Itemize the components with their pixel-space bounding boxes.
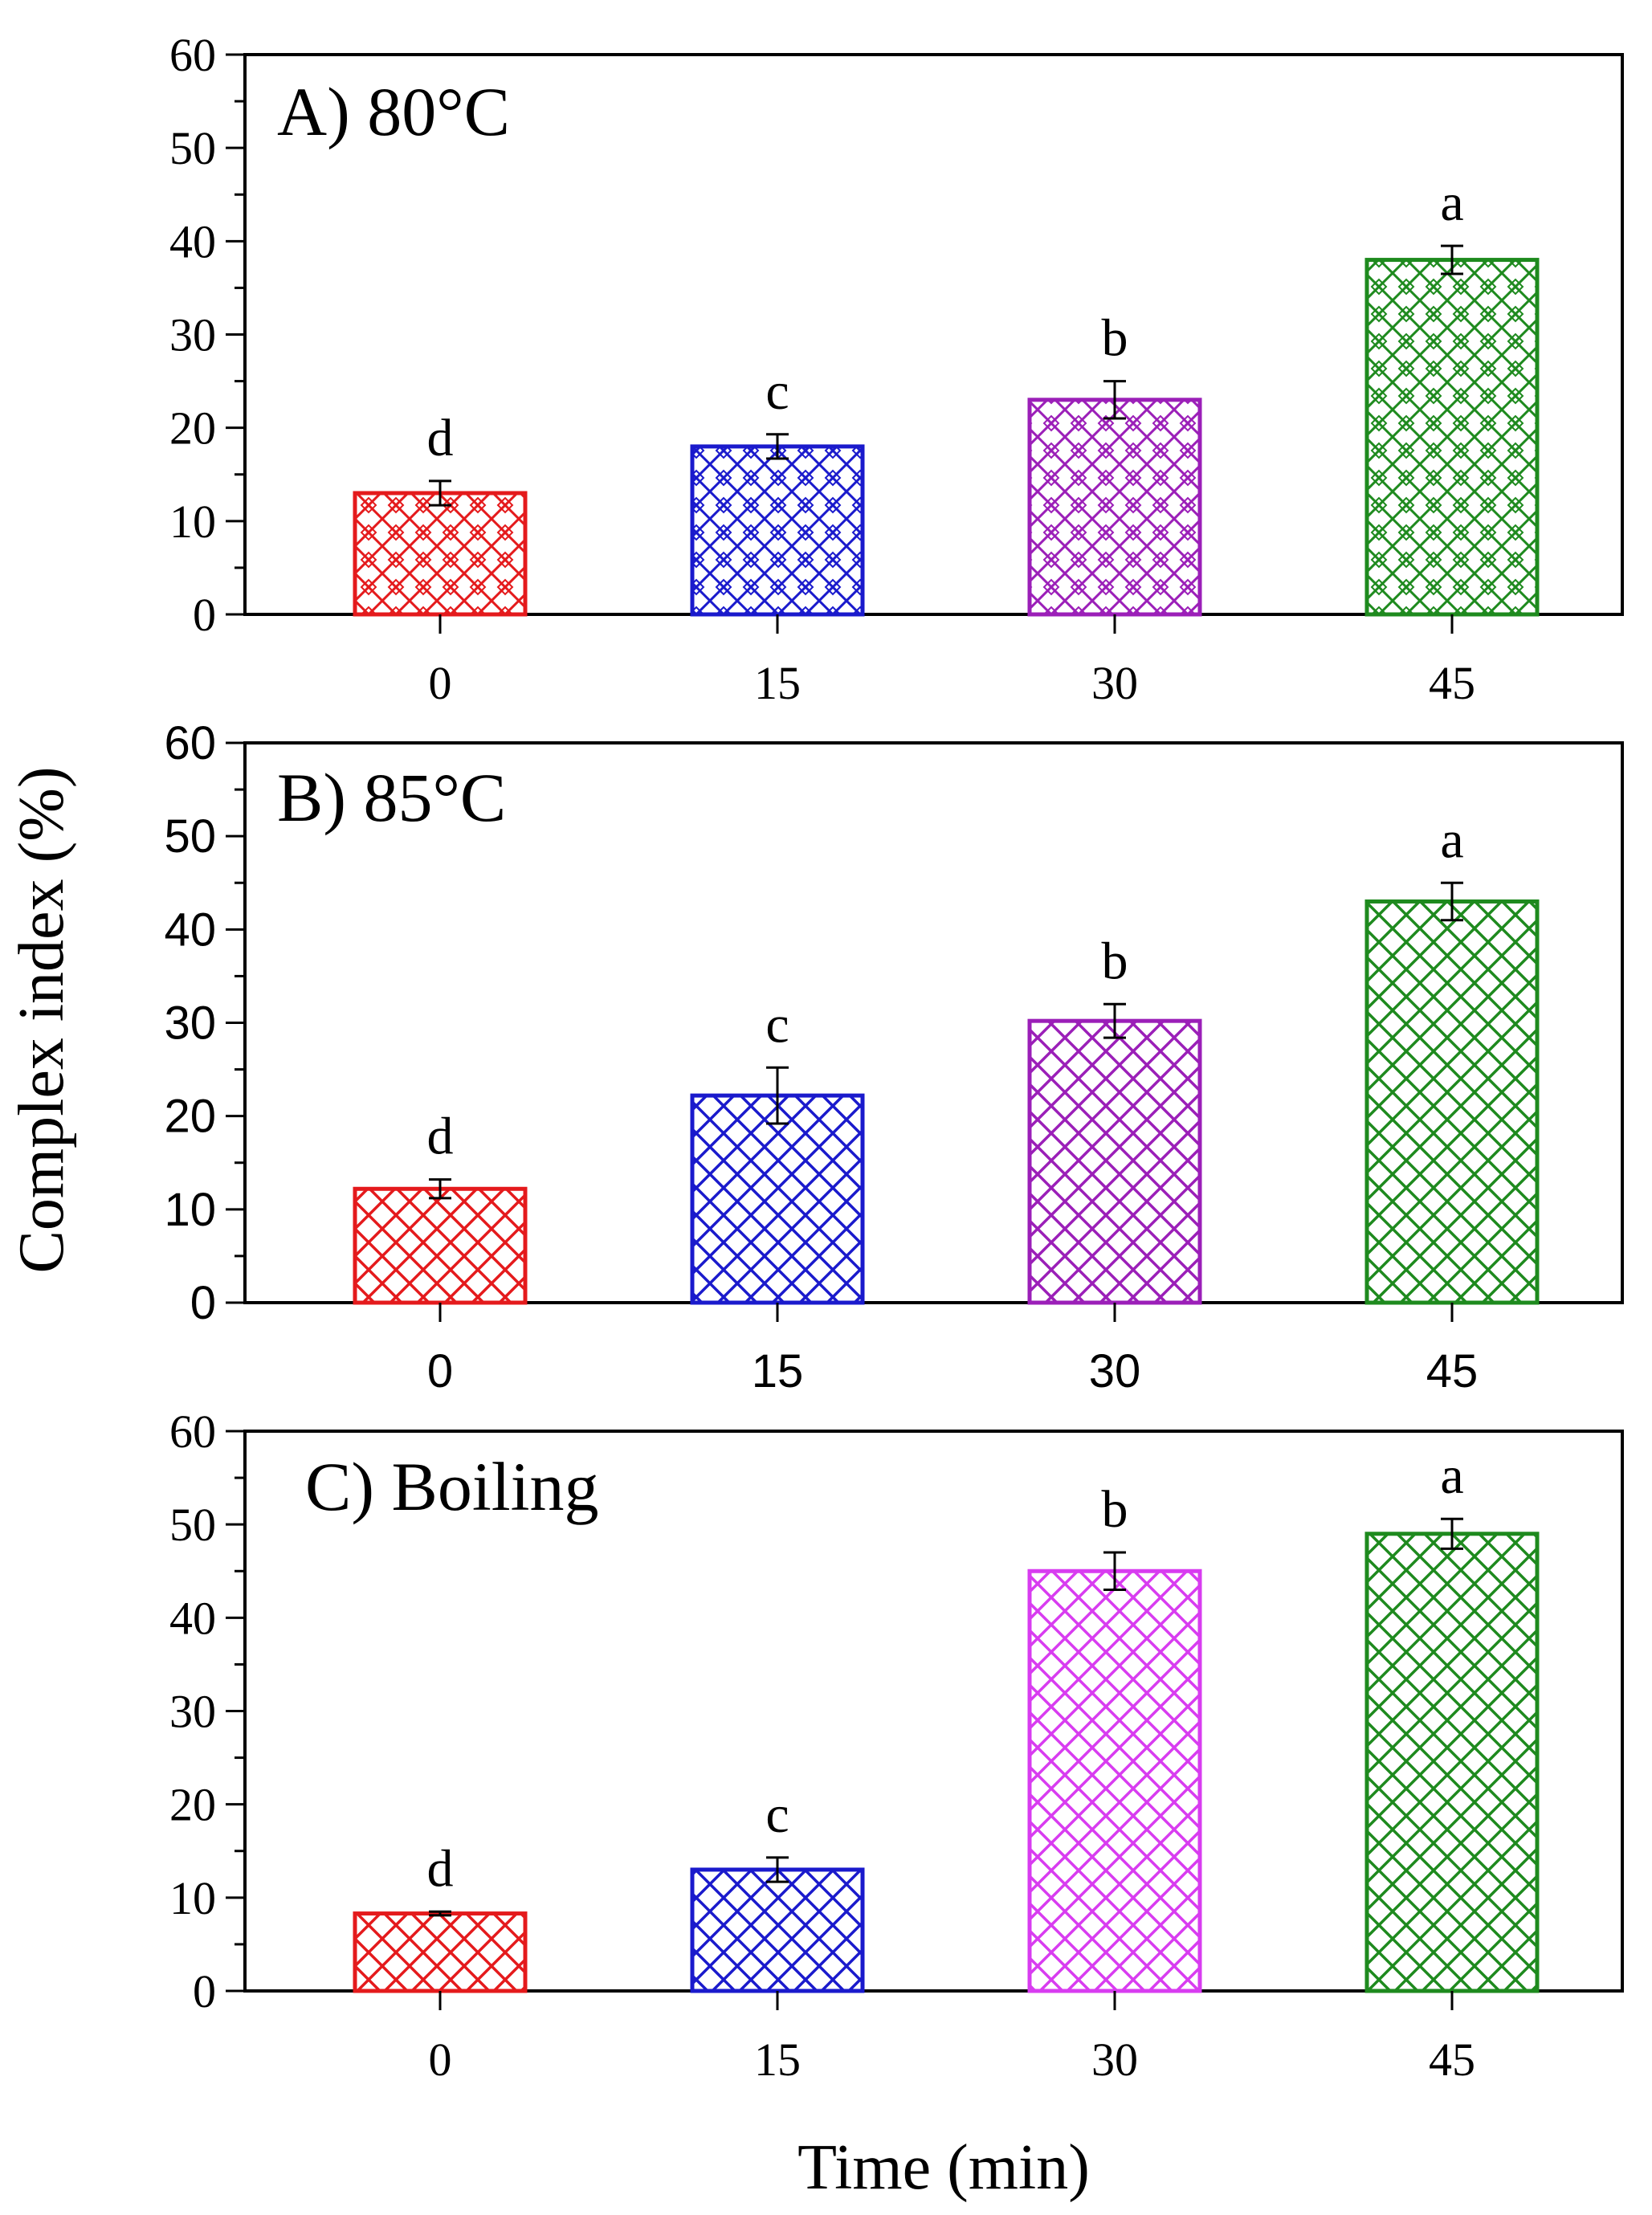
x-tick-label: 45 <box>1429 2033 1475 2086</box>
y-tick-label: 40 <box>169 1592 216 1644</box>
bar-15-min <box>690 444 865 617</box>
error-bar <box>1103 380 1126 420</box>
x-tick-label: 45 <box>1429 657 1475 709</box>
panel-a: A) 80°C 0 10 20 30 40 50 60 d 0 c 15 b 30 a 45 <box>169 29 1624 709</box>
bar-15-min <box>690 1093 865 1305</box>
bar-15-min <box>690 1867 865 1993</box>
y-tick-label: 0 <box>190 1277 216 1329</box>
x-tick-label: 30 <box>1091 2033 1138 2086</box>
y-tick-label: 10 <box>169 496 216 548</box>
y-tick-label: 10 <box>169 1872 216 1924</box>
x-tick-label: 15 <box>754 2033 801 2086</box>
x-tick-label: 0 <box>429 2033 452 2086</box>
significance-letter: b <box>1102 932 1128 990</box>
bar-0-min <box>353 1911 528 1993</box>
y-tick-label: 30 <box>169 309 216 361</box>
y-tick-label: 30 <box>164 997 216 1050</box>
significance-letter: c <box>765 1785 789 1844</box>
y-tick-label: 20 <box>169 1779 216 1831</box>
y-tick-label: 50 <box>169 122 216 174</box>
bar-30-min <box>1027 398 1202 617</box>
y-tick-label: 10 <box>164 1184 216 1236</box>
bar-45-min <box>1364 258 1540 617</box>
y-axis-title: Complex index (%) <box>6 767 77 1274</box>
y-tick-label: 20 <box>169 402 216 455</box>
bar-45-min <box>1364 899 1540 1305</box>
significance-letter: b <box>1102 1480 1128 1539</box>
y-tick-label: 60 <box>164 717 216 769</box>
y-tick-label: 0 <box>193 589 216 641</box>
y-tick-label: 30 <box>169 1686 216 1738</box>
panel-title: A) 80°C <box>277 73 510 150</box>
error-bar <box>429 479 451 507</box>
error-bar <box>429 1178 451 1200</box>
error-bar <box>766 1856 789 1883</box>
x-tick-label: 30 <box>1091 657 1138 709</box>
error-bar <box>766 433 789 460</box>
y-tick-label: 40 <box>169 215 216 267</box>
error-bar <box>1441 244 1463 275</box>
x-axis-title: Time (min) <box>797 2132 1090 2203</box>
error-bar <box>1441 881 1463 922</box>
x-tick-label: 15 <box>754 657 801 709</box>
panel-b: B) 85°C 0 10 20 30 40 50 60 d 0 c 15 b 30 a 45 <box>164 717 1624 1397</box>
panel-title: B) 85°C <box>277 759 506 836</box>
bar-30-min <box>1027 1568 1202 1993</box>
significance-letter: a <box>1440 810 1463 869</box>
x-tick-label: 15 <box>752 1345 804 1397</box>
error-bar <box>766 1066 789 1125</box>
significance-letter: d <box>427 1108 454 1166</box>
significance-letter: b <box>1102 309 1128 368</box>
error-bar <box>1103 1002 1126 1039</box>
y-tick-label: 50 <box>164 810 216 863</box>
bar-0-min <box>353 1186 528 1305</box>
y-tick-label: 50 <box>169 1499 216 1551</box>
bar-0-min <box>353 491 528 617</box>
error-bar <box>1441 1517 1463 1550</box>
error-bar <box>429 1910 451 1917</box>
y-tick-label: 60 <box>169 1405 216 1458</box>
significance-letter: a <box>1440 1446 1463 1505</box>
panel-c: C) Boiling 0 10 20 30 40 50 60 d 0 c 15 b 30 a 45 <box>169 1405 1624 2086</box>
significance-letter: d <box>427 409 454 467</box>
bar-30-min <box>1027 1018 1202 1305</box>
x-tick-label: 0 <box>429 657 452 709</box>
significance-letter: d <box>427 1839 454 1898</box>
error-bar <box>1103 1551 1126 1591</box>
significance-letter: c <box>765 995 789 1054</box>
y-tick-label: 60 <box>169 29 216 81</box>
significance-letter: a <box>1440 173 1463 232</box>
y-tick-label: 20 <box>164 1091 216 1143</box>
y-tick-label: 0 <box>193 1965 216 2017</box>
x-tick-label: 0 <box>427 1345 453 1397</box>
x-tick-label: 30 <box>1089 1345 1141 1397</box>
significance-letter: c <box>765 362 789 421</box>
y-tick-label: 40 <box>164 904 216 956</box>
panel-title: C) Boiling <box>305 1448 599 1525</box>
bar-45-min <box>1364 1532 1540 1993</box>
x-tick-label: 45 <box>1426 1345 1479 1397</box>
